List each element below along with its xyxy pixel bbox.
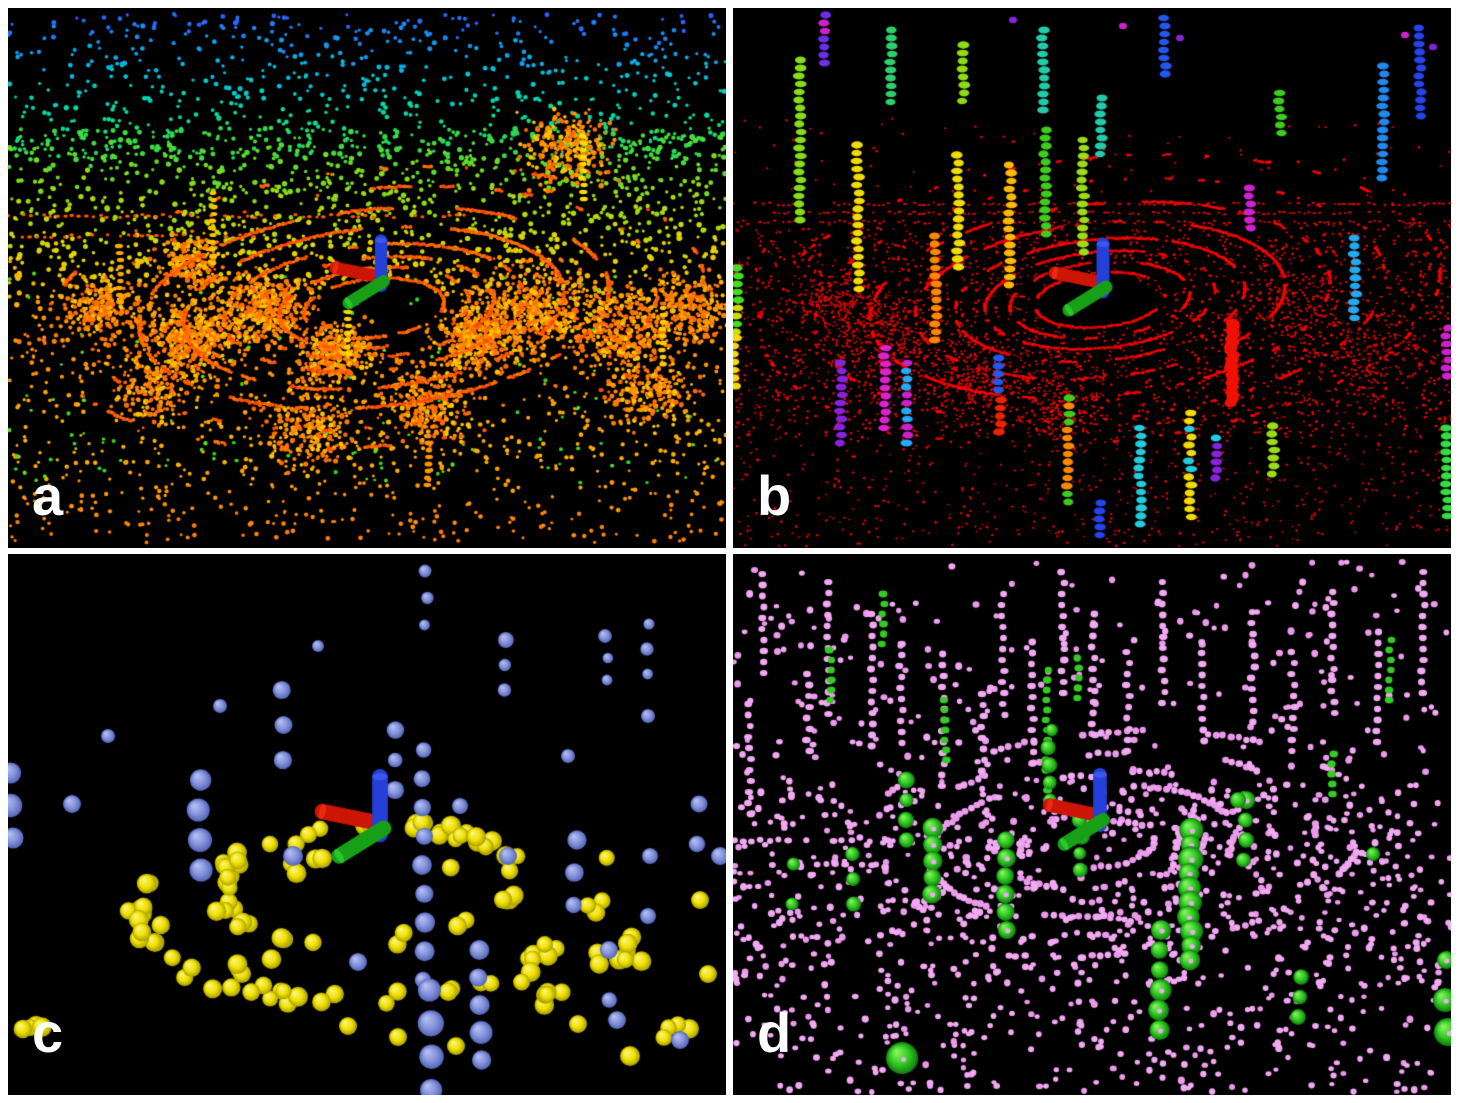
panel-c: c: [8, 554, 726, 1095]
panel-b-label: b: [757, 464, 792, 527]
panel-c-label: c: [32, 1001, 64, 1064]
panel-b-pointcloud-canvas: [733, 8, 1451, 548]
panel-a-label: a: [32, 464, 64, 527]
panel-b: b: [733, 8, 1451, 548]
panel-d-pointcloud-canvas: [733, 554, 1451, 1095]
panel-d: d: [733, 554, 1451, 1095]
panel-c-pointcloud-canvas: [8, 554, 726, 1095]
panel-a-pointcloud-canvas: [8, 8, 726, 548]
panel-d-label: d: [757, 1001, 792, 1064]
panel-a: a: [8, 8, 726, 548]
